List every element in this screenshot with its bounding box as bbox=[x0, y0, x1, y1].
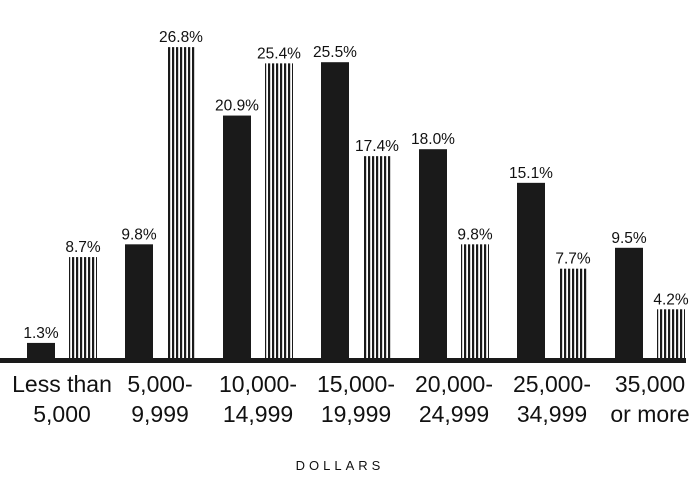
bar-striped-5 bbox=[559, 268, 587, 358]
bar-solid-3 bbox=[321, 62, 349, 358]
bar-solid-6 bbox=[615, 247, 643, 358]
value-label-striped-5: 7.7% bbox=[555, 251, 591, 268]
value-label-solid-5: 15.1% bbox=[509, 165, 553, 182]
value-label-striped-3: 17.4% bbox=[355, 138, 399, 155]
category-label-4-line-1: 24,999 bbox=[419, 401, 489, 427]
bar-solid-1 bbox=[125, 244, 153, 358]
bar-striped-0 bbox=[69, 257, 97, 358]
value-label-solid-3: 25.5% bbox=[313, 44, 357, 61]
value-label-striped-6: 4.2% bbox=[653, 291, 689, 308]
value-label-striped-2: 25.4% bbox=[257, 45, 301, 62]
category-label-2-line-0: 10,000- bbox=[219, 371, 297, 397]
category-label-5-line-1: 34,999 bbox=[517, 401, 587, 427]
value-label-solid-0: 1.3% bbox=[23, 325, 59, 342]
category-label-2-line-1: 14,999 bbox=[223, 401, 293, 427]
category-label-5-line-0: 25,000- bbox=[513, 371, 591, 397]
value-label-striped-4: 9.8% bbox=[457, 226, 493, 243]
value-label-striped-1: 26.8% bbox=[159, 29, 203, 46]
category-label-0-line-0: Less than bbox=[12, 371, 112, 397]
value-label-solid-1: 9.8% bbox=[121, 226, 157, 243]
category-labels-group: Less than 5,000 5,000- 9,999 10,000- 14,999 15… bbox=[12, 371, 690, 427]
bar-striped-3 bbox=[363, 156, 391, 358]
bar-solid-4 bbox=[419, 149, 447, 358]
category-label-0-line-1: 5,000 bbox=[33, 401, 91, 427]
bar-striped-4 bbox=[461, 244, 489, 358]
bar-solid-5 bbox=[517, 182, 545, 358]
category-label-3-line-0: 15,000- bbox=[317, 371, 395, 397]
value-label-striped-0: 8.7% bbox=[65, 239, 101, 256]
x-axis-title: DOLLARS bbox=[296, 458, 385, 473]
bar-striped-6 bbox=[657, 309, 685, 358]
bars-group: 1.3% 8.7% 9.8% 26.8% 20.9% 25.4% 25.5% 17.4% 18.… bbox=[23, 29, 689, 359]
bar-solid-0 bbox=[27, 342, 55, 358]
category-label-1-line-0: 5,000- bbox=[127, 371, 192, 397]
bar-striped-1 bbox=[167, 47, 195, 359]
category-label-6-line-0: 35,000 bbox=[615, 371, 685, 397]
category-label-3-line-1: 19,999 bbox=[321, 401, 391, 427]
category-label-4-line-0: 20,000- bbox=[415, 371, 493, 397]
category-label-1-line-1: 9,999 bbox=[131, 401, 189, 427]
value-label-solid-4: 18.0% bbox=[411, 131, 455, 148]
value-label-solid-6: 9.5% bbox=[611, 230, 647, 247]
bar-striped-2 bbox=[265, 63, 293, 359]
value-label-solid-2: 20.9% bbox=[215, 98, 259, 115]
baseline-axis bbox=[0, 358, 686, 363]
bar-solid-2 bbox=[223, 115, 251, 358]
category-label-6-line-1: or more bbox=[610, 401, 689, 427]
